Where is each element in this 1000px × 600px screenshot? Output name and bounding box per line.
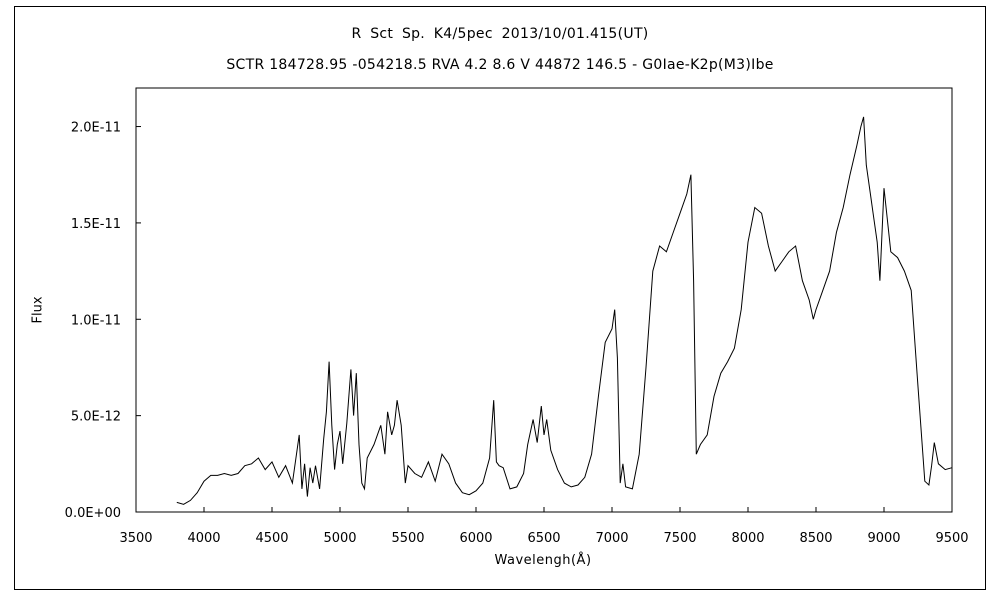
chart-subtitle: SCTR 184728.95 -054218.5 RVA 4.2 8.6 V 4…: [226, 57, 774, 73]
x-tick-label: 9500: [935, 531, 968, 546]
y-tick-label: 1.0E-11: [71, 313, 121, 328]
x-tick-label: 6500: [527, 531, 560, 546]
x-tick-label: 9000: [867, 531, 900, 546]
x-tick-label: 4000: [187, 531, 220, 546]
x-tick-label: 7000: [595, 531, 628, 546]
plot-area: [135, 87, 953, 513]
x-tick-label: 4500: [255, 531, 288, 546]
y-axis-label: Flux: [30, 296, 46, 324]
chart-frame: [14, 6, 986, 590]
x-tick-label: 6000: [459, 531, 492, 546]
x-tick-label: 8500: [799, 531, 832, 546]
x-tick-label: 8000: [731, 531, 764, 546]
x-tick-label: 5500: [391, 531, 424, 546]
y-tick-label: 1.5E-11: [71, 217, 121, 232]
y-tick-label: 0.0E+00: [65, 506, 121, 521]
chart-title: R Sct Sp. K4/5pec 2013/10/01.415(UT): [351, 26, 649, 42]
spectrum-series-line: [176, 116, 953, 505]
y-tick-label: 5.0E-12: [71, 410, 121, 425]
x-tick-label: 3500: [119, 531, 152, 546]
x-axis-label: Wavelengh(Å): [494, 553, 592, 568]
y-axis-ticks: 0.0E+00 5.0E-12 1.0E-11 1.5E-11 2.0E-11: [65, 121, 141, 521]
x-tick-label: 5000: [323, 531, 356, 546]
y-tick-label: 2.0E-11: [71, 121, 121, 136]
x-axis-ticks: 3500 4000 4500 5000 5500 6000 6500 7000 7500 8000…: [119, 507, 969, 546]
x-tick-label: 7500: [663, 531, 696, 546]
